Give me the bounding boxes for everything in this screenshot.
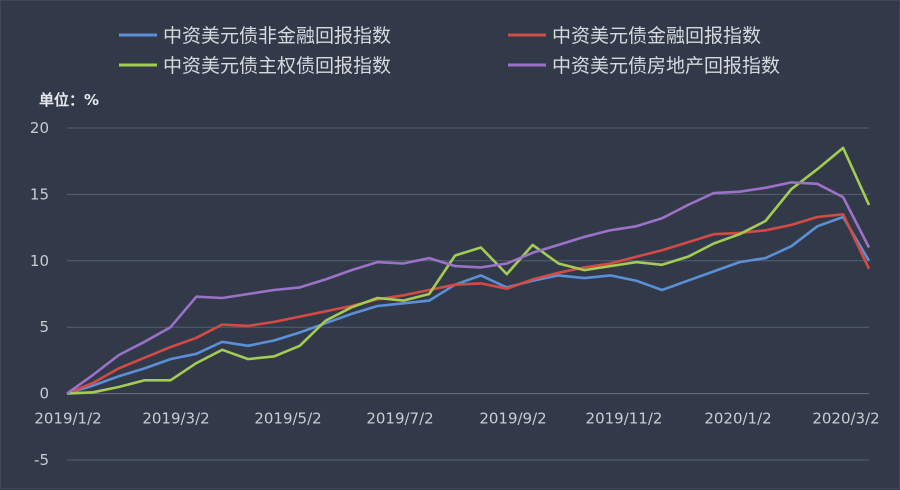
series-line-2 — [66, 213, 871, 395]
y-tick-label: -5 — [34, 451, 49, 469]
y-tick-label: 20 — [30, 119, 49, 137]
x-tick-label: 2020/1/2 — [704, 410, 771, 428]
series-line-3 — [66, 146, 871, 395]
y-tick-label: 10 — [30, 252, 49, 270]
x-axis-ticks: 2019/1/2 2019/3/2 2019/5/2 2019/7/2 2019/9/2… — [34, 410, 879, 428]
y-tick-label: 15 — [30, 185, 49, 203]
legend-label: 中资美元债主权债回报指数 — [163, 55, 391, 77]
legend-label: 中资美元债非金融回报指数 — [163, 25, 391, 47]
x-tick-label: 2019/7/2 — [366, 410, 433, 428]
unit-label: 单位：% — [39, 91, 99, 109]
x-tick-label: 2020/3/2 — [812, 410, 879, 428]
legend-label: 中资美元债金融回报指数 — [552, 25, 761, 47]
series-group — [66, 146, 871, 395]
gridlines — [67, 127, 869, 461]
x-tick-label: 2019/9/2 — [479, 410, 546, 428]
series-line-4 — [66, 181, 871, 395]
x-tick-label: 2019/11/2 — [586, 410, 663, 428]
y-tick-label: 0 — [39, 385, 49, 403]
series-line-1 — [66, 215, 871, 395]
y-tick-label: 5 — [39, 318, 49, 336]
x-tick-label: 2019/1/2 — [34, 410, 101, 428]
legend-label: 中资美元债房地产回报指数 — [552, 55, 780, 77]
x-tick-label: 2019/5/2 — [254, 410, 321, 428]
y-axis-ticks: -5 0 5 10 15 20 — [30, 119, 49, 469]
x-tick-label: 2019/3/2 — [142, 410, 209, 428]
